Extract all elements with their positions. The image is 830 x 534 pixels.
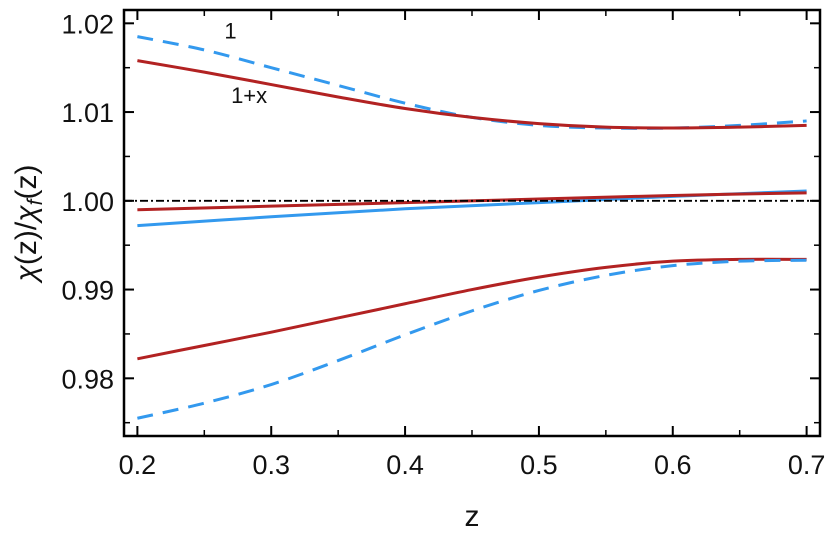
plot-frame xyxy=(122,8,822,438)
series-line-2 xyxy=(137,59,807,130)
y-label-subscript: f xyxy=(24,197,47,205)
y-axis-ticks: 0.98 0.99 1.00 1.01 1.02 xyxy=(61,9,820,424)
y-tick-label: 1.00 xyxy=(61,187,114,217)
y-label-z-end: (z) xyxy=(10,165,43,200)
series-line-5 xyxy=(137,257,807,361)
x-tick-label: 0.2 xyxy=(119,450,157,480)
y-axis-label: χ(z)/χf(z) xyxy=(10,165,47,285)
y-tick-label: 1.01 xyxy=(61,98,114,128)
y-label-z: (z)/ xyxy=(10,221,43,265)
y-tick-label: 0.98 xyxy=(61,364,114,394)
y-label-chi-f: χ xyxy=(10,205,43,225)
x-tick-label: 0.4 xyxy=(386,450,424,480)
x-tick-label: 0.5 xyxy=(520,450,558,480)
x-tick-label: 0.3 xyxy=(252,450,290,480)
y-tick-label: 1.02 xyxy=(61,9,114,39)
x-tick-label: 0.6 xyxy=(654,450,692,480)
x-axis-label: z xyxy=(465,500,480,533)
annotations: 1 1+x xyxy=(224,18,267,108)
y-tick-label: 0.99 xyxy=(61,276,114,306)
x-tick-label: 0.7 xyxy=(788,450,826,480)
x-axis-ticks: 0.2 0.3 0.4 0.5 0.6 0.7 xyxy=(119,10,826,480)
y-label-chi: χ xyxy=(10,264,43,284)
annotation-2: 1+x xyxy=(231,83,267,108)
series-line-6 xyxy=(137,258,807,420)
annotation-1: 1 xyxy=(224,18,236,43)
